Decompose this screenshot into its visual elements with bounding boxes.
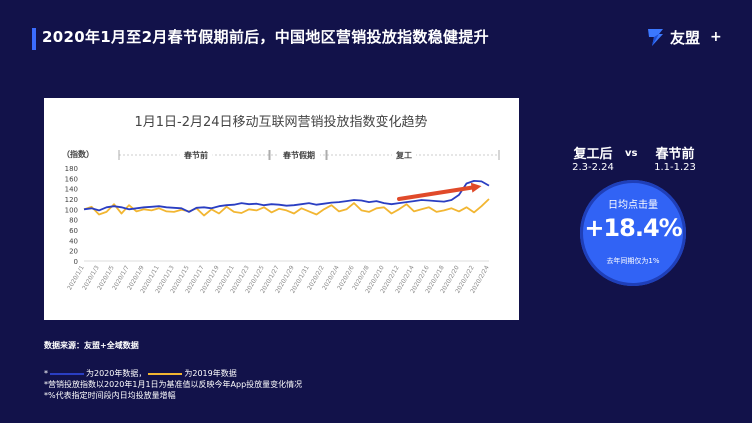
footnote-base-index: *营销投放指数以2020年1月1日为基准值以反映今年App投放量变化情况 — [44, 380, 303, 389]
legend-row: * 为2020年数据， 为2019年数据 — [44, 368, 302, 379]
data-source: 数据来源：友盟+全域数据 — [44, 341, 139, 350]
trend-arrow-shaft — [397, 185, 474, 201]
legend-2020-label: 为2020年数据， — [86, 369, 147, 378]
logo-plus: + — [710, 29, 722, 45]
before-festival-date: 1.1-1.23 — [654, 162, 696, 173]
y-tick-label: 40 — [69, 237, 78, 245]
period-label: 春节假期 — [283, 150, 315, 160]
footnotes: 数据来源：友盟+全域数据 * 为2020年数据， 为2019年数据 *营销投放指… — [44, 340, 302, 401]
footnote-percent: *%代表指定时间段内日均投放量增幅 — [44, 391, 176, 400]
period-bar: 春节前 春节假期 复工 — [118, 149, 500, 161]
y-tick-label: 60 — [69, 227, 78, 235]
highlight-value: +18.4% — [584, 214, 682, 242]
highlight-label: 日均点击量 — [608, 200, 658, 211]
y-tick-label: 20 — [69, 248, 78, 256]
series-layer — [83, 180, 490, 217]
y-tick-label: 160 — [65, 175, 78, 183]
vs-label: vs — [625, 148, 638, 159]
legend-2019-swatch — [148, 372, 183, 375]
legend-bullet: * — [44, 369, 48, 378]
legend-2019-label: 为2019年数据 — [184, 369, 237, 378]
after-return-label: 复工后 — [573, 147, 613, 162]
trend-line-chart: 1月1日-2月24日移动互联网营销投放指数变化趋势 （指数） 春节前 春节假期 复工… — [62, 114, 500, 295]
period-label-bg — [392, 149, 416, 161]
y-axis-label: （指数） — [62, 149, 94, 159]
chart-panel: 1月1日-2月24日移动互联网营销投放指数变化趋势 （指数） 春节前 春节假期 复工… — [44, 98, 519, 320]
x-axis: 2020/1/12020/1/32020/1/52020/1/72020/1/9… — [66, 260, 491, 295]
y-tick-label: 100 — [65, 206, 78, 214]
logo-text: 友盟 — [670, 28, 701, 47]
y-axis: 0 20 40 60 80 100 120 140 160 180 — [65, 165, 78, 266]
trend-arrow-head — [470, 182, 482, 193]
period-label: 春节前 — [184, 150, 208, 160]
y-tick-label: 120 — [65, 196, 78, 204]
y-tick-label: 180 — [65, 165, 78, 173]
after-return-date: 2.3-2.24 — [572, 162, 614, 173]
period-label-bg — [278, 149, 320, 161]
before-festival-block: 春节前 1.1-1.23 — [648, 143, 702, 173]
brand-logo: 友盟 + — [644, 26, 722, 48]
y-tick-label: 0 — [74, 258, 78, 266]
trend-arrow-layer — [397, 182, 482, 201]
title-accent-bar — [32, 28, 36, 50]
highlight-note: 去年同期仅为1% — [606, 257, 660, 265]
after-return-block: 复工后 2.3-2.24 — [566, 143, 620, 173]
series-2020-line — [83, 180, 490, 213]
y-tick-label: 140 — [65, 186, 78, 194]
chart-title: 1月1日-2月24日移动互联网营销投放指数变化趋势 — [134, 114, 427, 130]
highlight-circle: 日均点击量 +18.4% 去年同期仅为1% — [580, 180, 686, 286]
umeng-logo-icon — [648, 29, 663, 46]
series-2019-line — [83, 198, 490, 217]
page-title: 2020年1月至2月春节假期前后，中国地区营销投放指数稳健提升 — [42, 28, 489, 46]
period-label-bg — [179, 149, 213, 161]
legend-2020-swatch — [50, 372, 84, 375]
before-festival-label: 春节前 — [655, 147, 695, 162]
y-tick-label: 80 — [69, 217, 78, 225]
period-label: 复工 — [395, 150, 412, 160]
